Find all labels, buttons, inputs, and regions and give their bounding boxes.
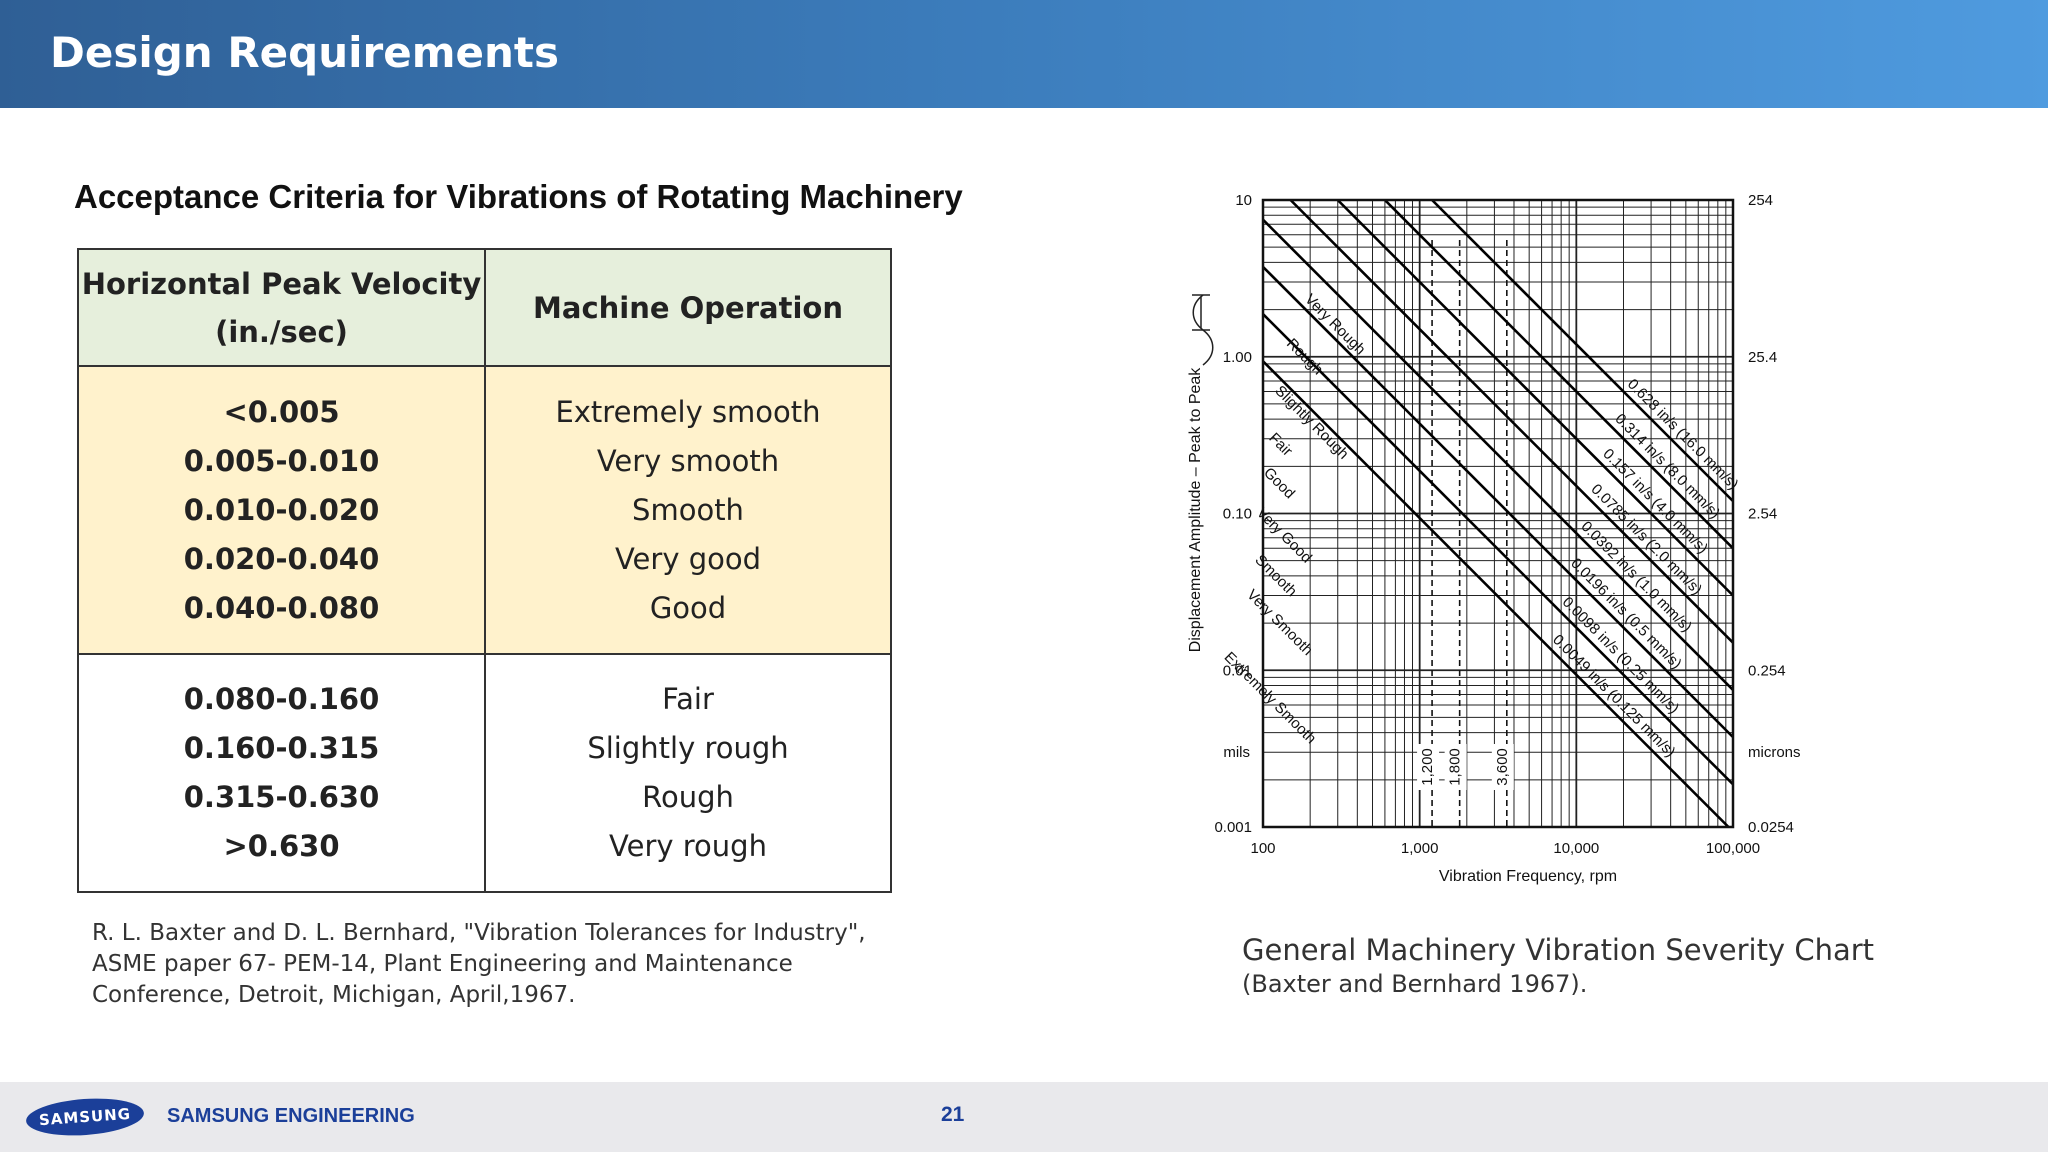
samsung-logo: SAMSUNG [24,1094,146,1140]
velocity-line [1262,313,1734,786]
reference-citation: R. L. Baxter and D. L. Bernhard, "Vibrat… [92,918,892,1011]
velocity-value: 0.160-0.315 [183,731,380,765]
chart-caption-title: General Machinery Vibration Severity Cha… [1242,933,1875,967]
plot-frame [1261,198,1735,829]
velocity-value: 0.005-0.010 [183,443,380,478]
velocity-line [1383,199,1734,550]
operation-cell: Extremely smooth Very smooth Smooth Very… [484,365,892,655]
rpm-marker-label-bg [1444,744,1467,790]
y-tick-label-right: 25.4 [1748,349,1777,366]
operation-value: Good [649,590,727,625]
rpm-marker-label-bg [1491,744,1514,790]
peak-to-peak-icon [1192,294,1214,366]
vibration-severity-chart: 1,200 1,800 3,600 10 1.00 0.10 0.01 0.001 254 25… [1187,192,1801,885]
table-row-band-a: <0.005 0.005-0.010 0.010-0.020 0.020-0.0… [77,365,892,655]
reference-line: R. L. Baxter and D. L. Bernhard, "Vibrat… [92,920,866,946]
velocity-column-header: Horizontal Peak Velocity (in./sec) [77,248,486,367]
y-tick-label-right: 0.0254 [1748,819,1794,836]
y-tick-label-right: 2.54 [1748,506,1777,523]
velocity-lines [1262,199,1734,828]
velocity-value: 0.020-0.040 [183,541,380,576]
zone-label: Good [1260,464,1298,502]
table-header-row: Horizontal Peak Velocity (in./sec) Machi… [77,248,892,367]
x-tick-label: 100 [1250,840,1275,857]
velocity-line [1262,218,1734,691]
y-unit-left: mils [1223,744,1250,761]
footer-bar: SAMSUNG SAMSUNG ENGINEERING 21 [0,1082,2048,1152]
rpm-marker-label: 1,800 [1447,748,1464,786]
operation-value: Smooth [632,492,744,527]
y-axis-title: Displacement Amplitude – Peak to Peak [1187,367,1204,653]
company-name: SAMSUNG ENGINEERING [167,1105,415,1127]
operation-value: Rough [642,780,734,814]
operation-cell: Fair Slightly rough Rough Very rough [484,653,892,893]
operation-value: Very good [614,541,762,576]
table-row-band-b: 0.080-0.160 0.160-0.315 0.315-0.630 >0.6… [77,653,892,893]
page-number: 21 [941,1103,965,1126]
axis-ticks: 10 1.00 0.10 0.01 0.001 254 25.4 2.54 0.254 0.025… [1214,192,1793,857]
velocity-header-line1: Horizontal Peak Velocity [81,266,482,301]
x-tick-label: 100,000 [1706,840,1760,857]
zone-label: Very Rough [1301,291,1368,358]
chart-caption-subtitle: (Baxter and Bernhard 1967). [1242,970,1588,998]
operation-value: Very rough [609,829,767,863]
section-title: Acceptance Criteria for Vibrations of Ro… [74,178,963,215]
velocity-value: 0.010-0.020 [183,492,380,527]
y-tick-label-left: 1.00 [1223,349,1252,366]
rpm-markers: 1,200 1,800 3,600 [1417,240,1514,827]
velocity-value: <0.005 [223,394,340,429]
velocity-line [1289,199,1734,644]
x-axis-title: Vibration Frequency, rpm [1439,868,1617,885]
rpm-marker-label: 1,200 [1419,748,1436,786]
y-unit-right: microns [1748,744,1801,761]
reference-line: ASME paper 67- PEM-14, Plant Engineering… [92,951,793,977]
operation-value: Fair [662,682,714,716]
y-tick-label-right: 254 [1748,192,1773,209]
velocity-line [1262,360,1730,828]
zone-label: Fair [1265,430,1295,460]
y-tick-label-right: 0.254 [1748,662,1786,679]
velocity-cell: <0.005 0.005-0.010 0.010-0.020 0.020-0.0… [77,365,486,655]
page-title: Design Requirements [50,28,559,77]
velocity-value: 0.315-0.630 [183,780,380,814]
velocity-header-line2: (in./sec) [215,314,348,349]
header-bar: Design Requirements [0,0,2048,108]
velocity-line [1431,199,1734,503]
rpm-marker-label: 3,600 [1494,748,1511,786]
y-tick-label-left: 0.01 [1223,662,1252,679]
rpm-marker-label-bg [1417,744,1440,790]
velocity-line [1336,199,1734,597]
velocity-value: 0.040-0.080 [183,590,380,625]
x-tick-label: 1,000 [1401,840,1439,857]
x-tick-label: 10,000 [1553,840,1599,857]
y-tick-label-left: 0.10 [1223,506,1252,523]
logo-text: SAMSUNG [38,1104,132,1130]
velocity-value: 0.080-0.160 [183,682,380,716]
operation-value: Slightly rough [587,731,789,765]
y-tick-label-left: 0.001 [1214,819,1252,836]
y-tick-label-left: 10 [1235,192,1252,209]
reference-line: Conference, Detroit, Michigan, April,196… [92,982,576,1008]
velocity-cell: 0.080-0.160 0.160-0.315 0.315-0.630 >0.6… [77,653,486,893]
acceptance-criteria-table: Horizontal Peak Velocity (in./sec) Machi… [77,248,892,893]
velocity-line [1262,265,1734,739]
operation-value: Extremely smooth [555,394,821,429]
operation-value: Very smooth [596,443,780,478]
velocity-value: >0.630 [223,829,340,863]
operation-column-header: Machine Operation [484,248,892,367]
